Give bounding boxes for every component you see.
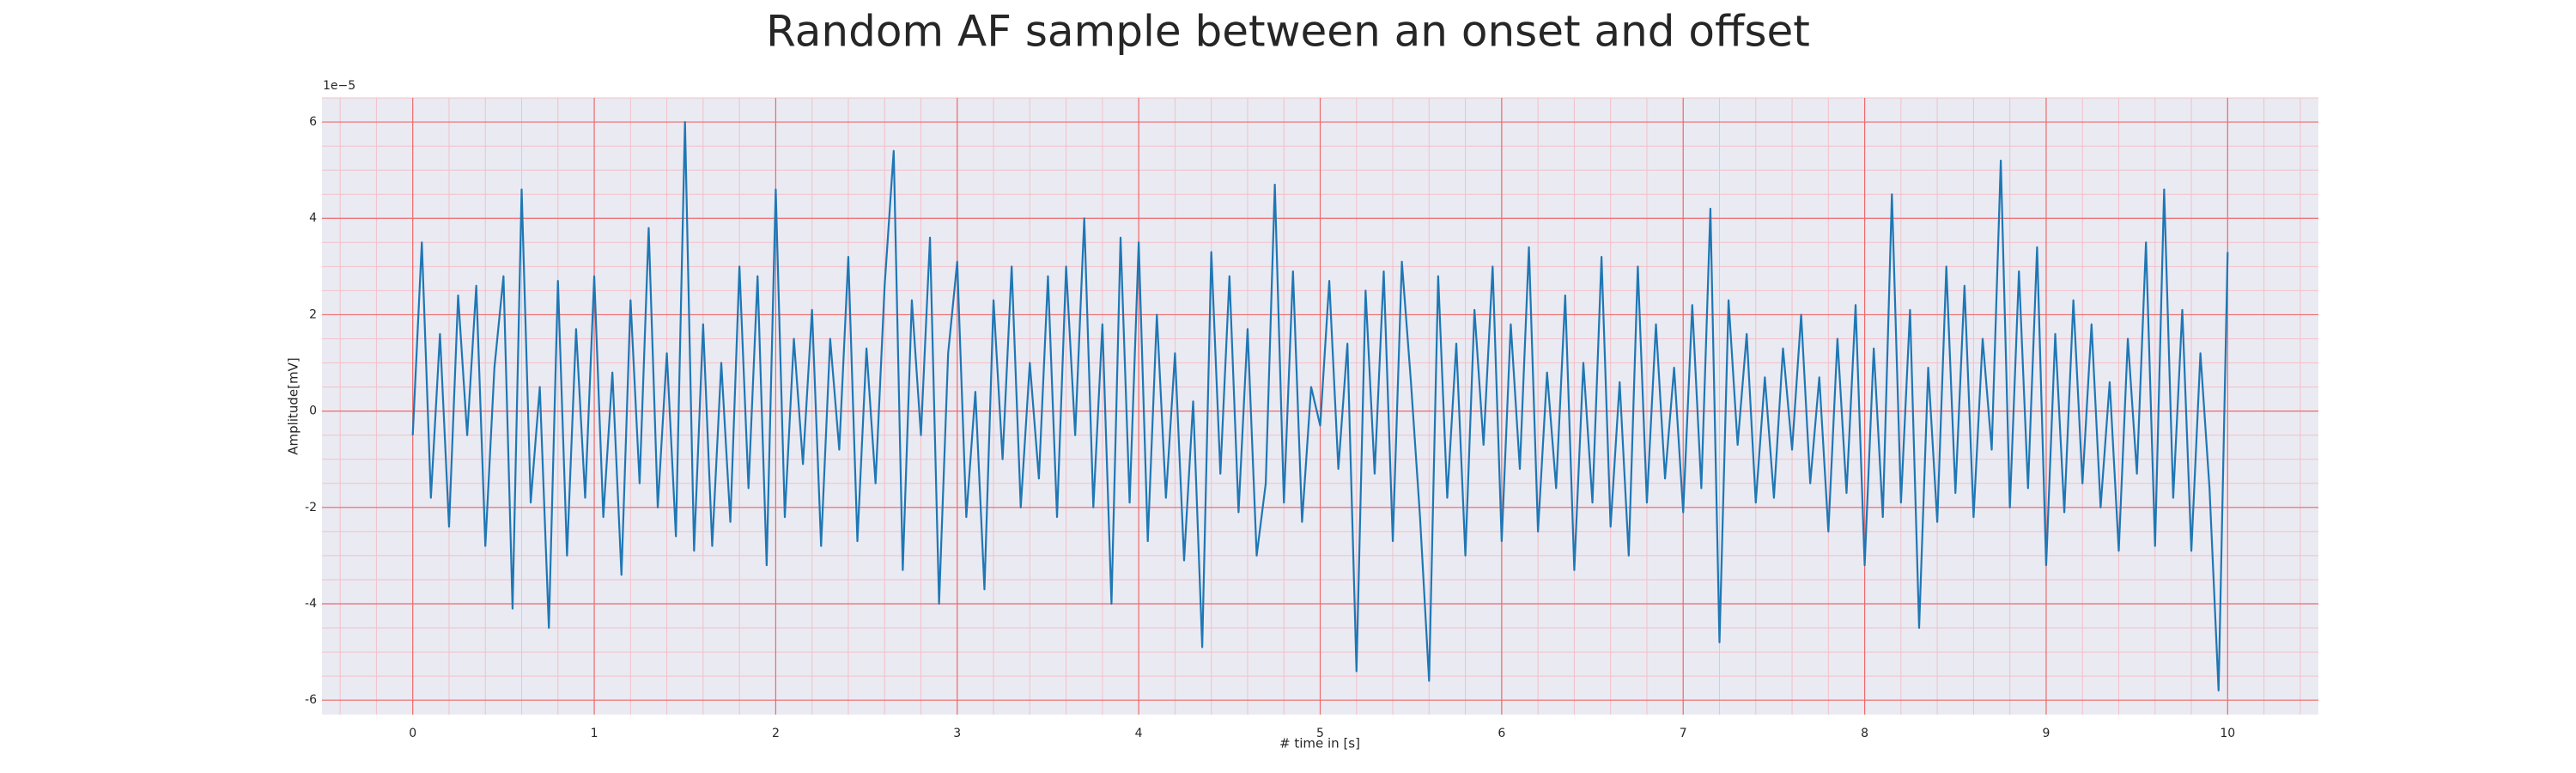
y-tick-label: -2 [305, 501, 317, 514]
chart-title: Random AF sample between an onset and of… [766, 7, 1810, 57]
x-tick-label: 6 [1498, 727, 1505, 740]
x-tick-label: 0 [409, 727, 416, 740]
x-tick-label: 9 [2042, 727, 2050, 740]
x-tick-label: 7 [1680, 727, 1687, 740]
y-tick-label: -4 [305, 597, 317, 611]
x-tick-label: 5 [1316, 727, 1324, 740]
data-layer [411, 120, 2229, 692]
y-offset-label: 1e−5 [323, 79, 355, 93]
y-axis-label: Amplitude[mV] [286, 357, 301, 454]
y-tick-label: 2 [309, 307, 317, 321]
x-tick-label: 4 [1135, 727, 1143, 740]
y-tick-label: 6 [309, 115, 317, 129]
data-line [411, 120, 2229, 692]
x-axis-label: # time in [s] [1279, 736, 1360, 752]
y-tick-label: 0 [309, 405, 317, 418]
x-tick-label: 10 [2220, 727, 2235, 740]
x-tick-label: 3 [953, 727, 961, 740]
x-tick-label: 8 [1861, 727, 1868, 740]
y-tick-label: 4 [309, 211, 317, 225]
x-tick-label: 1 [591, 727, 598, 740]
y-tick-label: -6 [305, 693, 317, 707]
x-tick-label: 2 [772, 727, 780, 740]
